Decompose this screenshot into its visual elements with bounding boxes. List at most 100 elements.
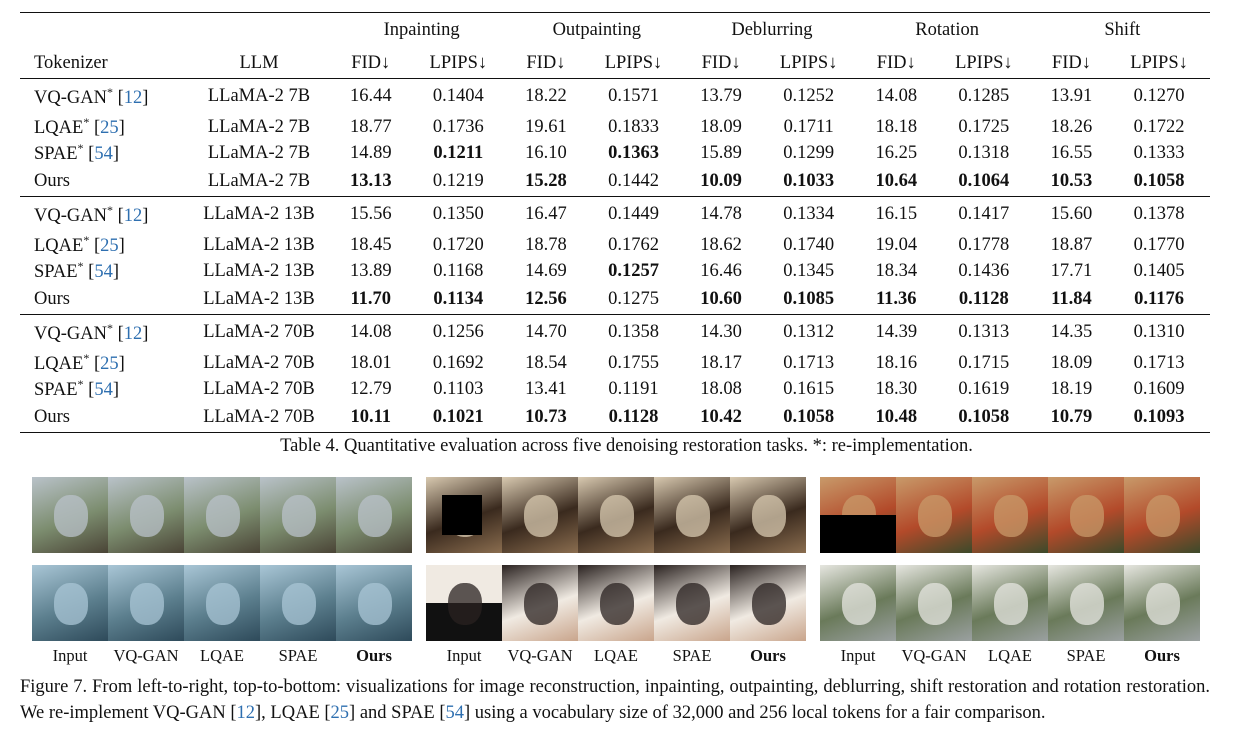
photo-subject	[918, 583, 952, 625]
lpips-value: 0.1103	[408, 377, 510, 403]
column-labels: Input VQ-GAN LQAE SPAE Ours	[32, 646, 412, 666]
lpips-value: 0.1134	[408, 285, 510, 315]
lpips-value: 0.1715	[933, 351, 1035, 377]
photo-subject	[842, 583, 876, 625]
tokenizer-name: SPAE	[34, 263, 78, 283]
citation-link[interactable]: 54	[94, 381, 113, 401]
photo-subject	[448, 583, 482, 625]
citation-link[interactable]: 25	[100, 355, 119, 375]
image-thumbnail	[654, 565, 730, 641]
lpips-value: 0.1833	[583, 115, 685, 141]
tokenizer-cell: LQAE* [25]	[20, 351, 184, 377]
table-row: SPAE* [54] LLaMA-2 70B 12.79 0.1103 13.41 0.1…	[20, 377, 1210, 403]
task-header: Inpainting	[334, 13, 509, 49]
fid-value: 18.01	[334, 351, 408, 377]
image-thumbnail	[896, 565, 972, 641]
photo-subject	[1070, 495, 1104, 537]
lpips-value: 0.1713	[758, 351, 860, 377]
image-thumbnail	[336, 565, 412, 641]
fid-value: 14.08	[860, 79, 934, 115]
image-strip	[426, 477, 806, 553]
tokenizer-cell: LQAE* [25]	[20, 233, 184, 259]
citation-link[interactable]: 12	[124, 88, 143, 108]
tokenizer-cell: VQ-GAN* [12]	[20, 197, 184, 233]
photo-subject	[1070, 583, 1104, 625]
fid-value: 10.09	[684, 167, 758, 197]
lpips-value: 0.1762	[583, 233, 685, 259]
citation-link[interactable]: 25	[100, 237, 119, 257]
fid-value: 13.41	[509, 377, 583, 403]
image-thumbnail	[896, 477, 972, 553]
image-thumbnail	[578, 477, 654, 553]
citation-link[interactable]: 12	[124, 324, 143, 344]
fid-value: 19.04	[860, 233, 934, 259]
fid-value: 13.89	[334, 259, 408, 285]
tokenizer-name: LQAE	[34, 355, 83, 375]
lpips-value: 0.1417	[933, 197, 1035, 233]
column-label: SPAE	[654, 646, 730, 666]
caption-text: ] and SPAE [	[349, 703, 445, 723]
fid-value: 11.70	[334, 285, 408, 315]
llm-cell: LLaMA-2 13B	[184, 233, 334, 259]
citation-link[interactable]: 54	[94, 263, 113, 283]
fid-value: 18.08	[684, 377, 758, 403]
outpainting-mask	[820, 515, 896, 553]
fid-value: 16.44	[334, 79, 408, 115]
fid-header: FID↓	[334, 49, 408, 79]
image-thumbnail	[820, 565, 896, 641]
lpips-value: 0.1404	[408, 79, 510, 115]
lpips-value: 0.1168	[408, 259, 510, 285]
citation-link[interactable]: 25	[100, 119, 119, 139]
fid-value: 18.18	[860, 115, 934, 141]
fid-value: 14.35	[1035, 315, 1109, 351]
column-label: LQAE	[578, 646, 654, 666]
citation-link[interactable]: 12	[124, 206, 143, 226]
lpips-value: 0.1021	[408, 403, 510, 433]
tokenizer-cell: LQAE* [25]	[20, 115, 184, 141]
fid-header: FID↓	[860, 49, 934, 79]
tokenizer-cell: Ours	[20, 403, 184, 433]
table-caption: Table 4. Quantitative evaluation across …	[0, 436, 1253, 457]
lpips-value: 0.1711	[758, 115, 860, 141]
fid-value: 11.84	[1035, 285, 1109, 315]
fid-value: 18.62	[684, 233, 758, 259]
image-strip	[32, 565, 412, 641]
reimplementation-mark: *	[78, 377, 84, 391]
lpips-header: LPIPS↓	[1108, 49, 1210, 79]
fid-value: 10.64	[860, 167, 934, 197]
photo-subject	[206, 495, 240, 537]
image-strip	[820, 565, 1200, 641]
fid-value: 18.09	[1035, 351, 1109, 377]
lpips-value: 0.1085	[758, 285, 860, 315]
fid-value: 15.60	[1035, 197, 1109, 233]
column-label: VQ-GAN	[108, 646, 184, 666]
citation-link[interactable]: 25	[331, 703, 350, 723]
fid-value: 10.48	[860, 403, 934, 433]
llm-header: LLM	[184, 49, 334, 79]
tokenizer-cell: SPAE* [54]	[20, 141, 184, 167]
lpips-value: 0.1299	[758, 141, 860, 167]
task-header: Outpainting	[509, 13, 684, 49]
lpips-value: 0.1064	[933, 167, 1035, 197]
lpips-value: 0.1740	[758, 233, 860, 259]
photo-subject	[524, 495, 558, 537]
citation-link[interactable]: 12	[237, 703, 256, 723]
fid-value: 18.16	[860, 351, 934, 377]
citation-link[interactable]: 54	[446, 703, 465, 723]
lpips-value: 0.1211	[408, 141, 510, 167]
fid-value: 18.22	[509, 79, 583, 115]
image-thumbnail	[972, 565, 1048, 641]
lpips-value: 0.1219	[408, 167, 510, 197]
llm-cell: LLaMA-2 7B	[184, 115, 334, 141]
fid-value: 18.54	[509, 351, 583, 377]
tokenizer-name: VQ-GAN	[34, 206, 107, 226]
photo-subject	[282, 583, 316, 625]
image-thumbnail	[730, 565, 806, 641]
tokenizer-name: VQ-GAN	[34, 88, 107, 108]
table-row: LQAE* [25] LLaMA-2 70B 18.01 0.1692 18.54 0.1…	[20, 351, 1210, 377]
citation-link[interactable]: 54	[94, 145, 113, 165]
llm-cell: LLaMA-2 13B	[184, 197, 334, 233]
fid-value: 15.28	[509, 167, 583, 197]
image-thumbnail	[820, 477, 896, 553]
fid-value: 13.13	[334, 167, 408, 197]
